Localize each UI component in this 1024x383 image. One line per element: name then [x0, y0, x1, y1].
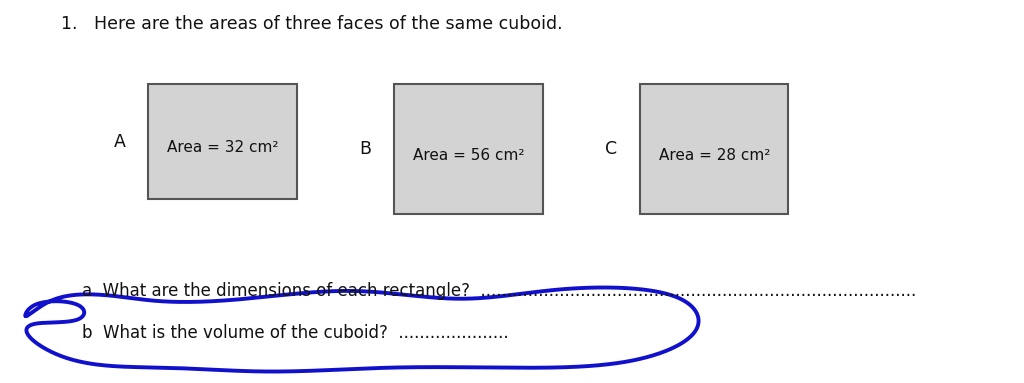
Text: Area = 32 cm²: Area = 32 cm²: [167, 140, 279, 155]
Text: C: C: [605, 141, 617, 158]
Text: a  What are the dimensions of each rectangle?  .................................: a What are the dimensions of each rectan…: [82, 282, 916, 300]
Text: 1.   Here are the areas of three faces of the same cuboid.: 1. Here are the areas of three faces of …: [61, 15, 563, 33]
FancyBboxPatch shape: [640, 84, 788, 214]
FancyBboxPatch shape: [148, 84, 297, 199]
FancyBboxPatch shape: [394, 84, 543, 214]
Text: Area = 56 cm²: Area = 56 cm²: [413, 148, 524, 164]
Text: b  What is the volume of the cuboid?  .....................: b What is the volume of the cuboid? ....…: [82, 324, 509, 342]
Text: B: B: [359, 141, 372, 158]
Text: A: A: [114, 133, 126, 151]
Text: Area = 28 cm²: Area = 28 cm²: [658, 148, 770, 164]
